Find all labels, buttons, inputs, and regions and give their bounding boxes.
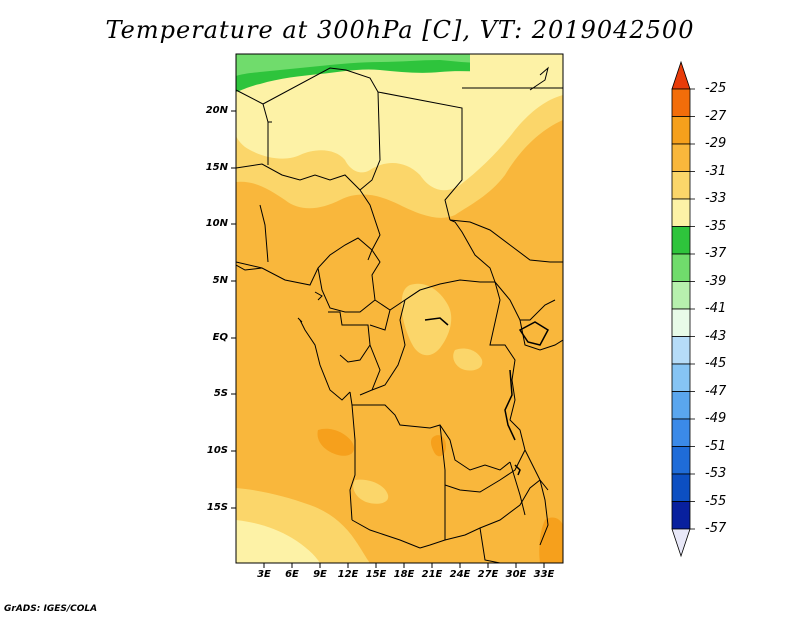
colorbar-swatch [671,501,691,530]
colorbar-label: -53 [705,466,727,481]
colorbar-swatch [671,281,691,310]
field-orange-south [430,435,446,457]
lat-label: 15S [206,502,228,513]
lon-ticks [263,563,545,568]
lon-label: 24E [449,569,471,580]
lat-label: 15N [205,162,228,173]
colorbar-label: -55 [705,493,727,509]
colorbar-swatch [671,226,691,255]
colorbar-label: -49 [705,411,727,426]
colorbar-label: -57 [705,521,727,536]
colorbar-label: -43 [705,328,727,344]
colorbar-swatch [671,143,691,172]
colorbar [671,60,695,558]
colorbar-swatch [671,363,691,392]
colorbar-label: -25 [705,81,727,96]
lon-label: 3E [257,569,271,580]
field-orange-southwest [317,428,355,456]
colorbar-label: -31 [705,163,727,179]
colorbar-bottom-arrow [671,528,691,558]
colorbar-label: -37 [705,246,727,261]
lon-label: 27E [477,569,499,580]
lat-ticks [231,110,236,509]
country-borders [236,66,563,563]
colorbar-swatch [671,253,691,282]
colorbar-label: -45 [705,356,727,371]
colorbar-label: -39 [705,273,727,289]
lon-label: 12E [337,569,359,580]
field-patch-south [353,479,389,504]
field-pale-north-east [470,54,563,92]
colorbar-label: -33 [705,191,727,206]
lat-label: 20N [205,105,228,116]
colorbar-label: -51 [705,438,727,454]
colorbar-label: -29 [705,136,727,151]
colorbar-swatch [671,336,691,365]
lon-label: 6E [285,569,299,580]
colorbar-label: -47 [705,383,727,399]
lon-label: 21E [421,569,443,580]
map-frame [235,53,564,564]
lat-label: 5N [212,275,228,286]
lat-label: 10N [205,218,228,229]
field-patch-south-west-pale [236,520,320,563]
lat-label: 10S [206,445,228,456]
colorbar-swatch [671,198,691,227]
colorbar-label: -35 [705,218,727,234]
colorbar-swatch [671,308,691,337]
colorbar-swatch [671,391,691,420]
field-orange-se [539,517,563,563]
colorbar-label: -41 [705,301,727,316]
lon-label: 30E [505,569,527,580]
colorbar-swatch [671,171,691,200]
lon-label: 15E [365,569,387,580]
lon-label: 33E [533,569,555,580]
colorbar-swatch [671,88,691,117]
colorbar-swatch [671,446,691,475]
lon-label: 9E [313,569,327,580]
grads-credit: GrADS: IGES/COLA [4,604,98,614]
field-patch-east [453,348,483,371]
colorbar-label: -27 [705,108,727,124]
temperature-field [236,54,563,563]
colorbar-top-arrow [671,60,691,90]
lat-label: EQ [212,332,228,343]
map-title: Temperature at 300hPa [C], VT: 201904250… [105,16,695,44]
colorbar-swatch [671,418,691,447]
lon-label: 18E [393,569,415,580]
lat-label: 5S [213,388,228,399]
colorbar-swatch [671,116,691,145]
colorbar-swatch [671,473,691,502]
